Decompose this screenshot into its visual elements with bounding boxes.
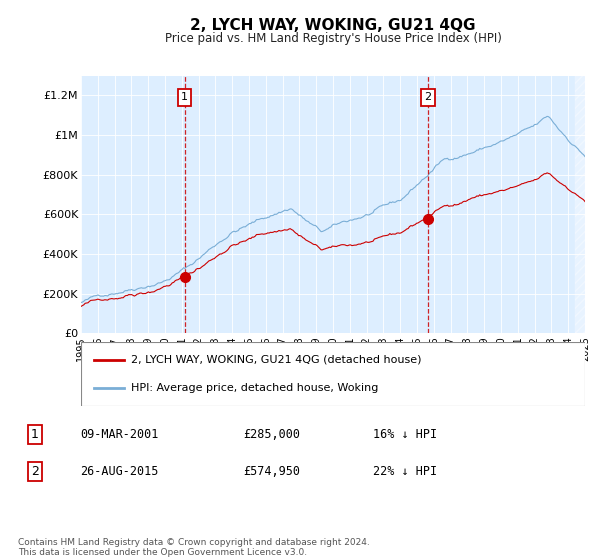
Text: HPI: Average price, detached house, Woking: HPI: Average price, detached house, Woki… [131, 383, 379, 393]
Text: Contains HM Land Registry data © Crown copyright and database right 2024.
This d: Contains HM Land Registry data © Crown c… [18, 538, 370, 557]
Text: 22% ↓ HPI: 22% ↓ HPI [373, 465, 437, 478]
Text: £574,950: £574,950 [244, 465, 301, 478]
FancyBboxPatch shape [81, 342, 585, 406]
Text: 1: 1 [181, 92, 188, 102]
Text: 1: 1 [31, 428, 39, 441]
Text: 16% ↓ HPI: 16% ↓ HPI [373, 428, 437, 441]
Text: 2, LYCH WAY, WOKING, GU21 4QG: 2, LYCH WAY, WOKING, GU21 4QG [190, 18, 476, 33]
Text: Price paid vs. HM Land Registry's House Price Index (HPI): Price paid vs. HM Land Registry's House … [164, 32, 502, 45]
Bar [575, 76, 585, 333]
Text: 2, LYCH WAY, WOKING, GU21 4QG (detached house): 2, LYCH WAY, WOKING, GU21 4QG (detached … [131, 354, 422, 365]
Text: 26-AUG-2015: 26-AUG-2015 [80, 465, 158, 478]
Text: £285,000: £285,000 [244, 428, 301, 441]
Text: 2: 2 [31, 465, 39, 478]
Text: 09-MAR-2001: 09-MAR-2001 [80, 428, 158, 441]
Text: 2: 2 [424, 92, 431, 102]
